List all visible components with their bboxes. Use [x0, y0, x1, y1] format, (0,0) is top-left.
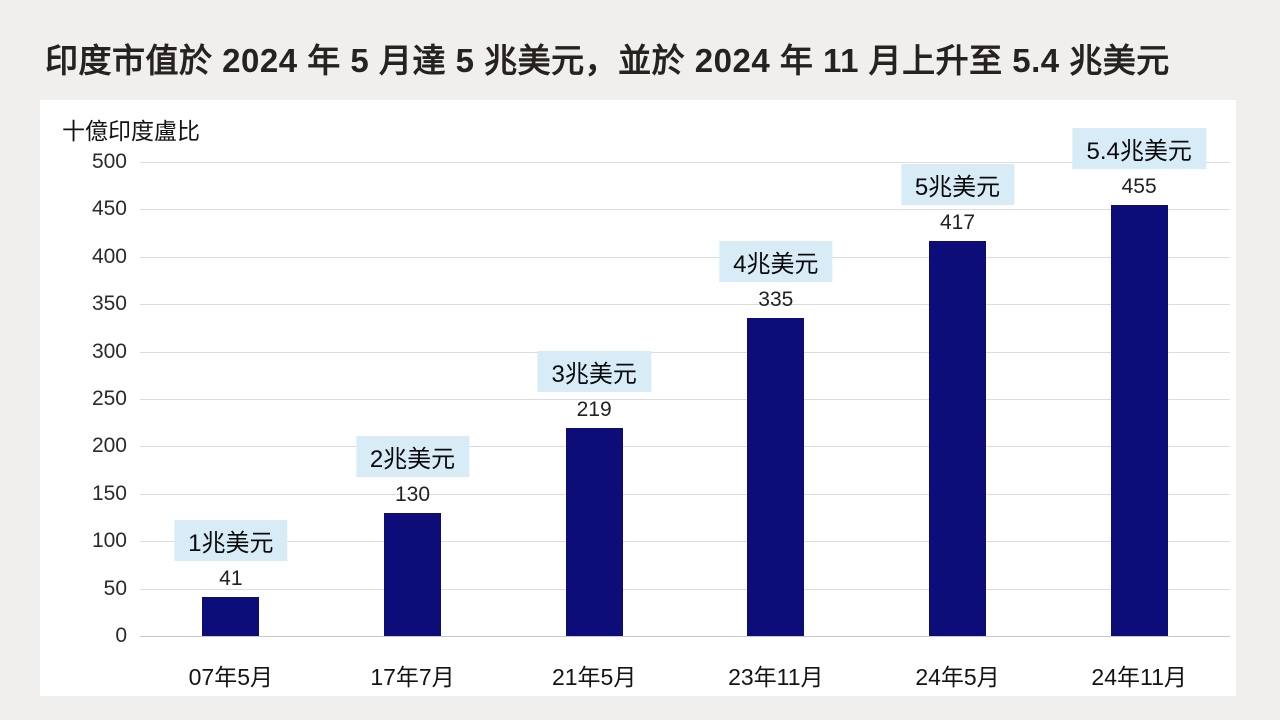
bar-value-label: 417 — [939, 210, 976, 234]
gridline — [140, 399, 1230, 400]
bar-annotation-badge: 5.4兆美元 — [1072, 127, 1206, 169]
y-tick-label: 200 — [91, 434, 127, 458]
y-tick-label: 350 — [91, 292, 127, 316]
y-tick-label: 0 — [115, 624, 127, 647]
y-tick-label: 100 — [91, 529, 127, 553]
bar — [747, 318, 805, 636]
y-tick-label: 500 — [91, 150, 127, 173]
bar — [1110, 204, 1168, 636]
gridline — [140, 162, 1230, 163]
y-tick-label: 250 — [91, 387, 127, 410]
x-tick-label: 24年5月 — [915, 664, 1000, 690]
chart-title: 印度市值於 2024 年 5 月達 5 兆美元，並於 2024 年 11 月上升… — [45, 42, 1170, 79]
chart-panel: 十億印度盧比 0 50 100 150 200 250 300 350 400 450 500 41 1… — [40, 100, 1236, 696]
bar — [202, 597, 260, 636]
gridline — [140, 588, 1230, 590]
y-axis-unit-label: 十億印度盧比 — [62, 118, 200, 144]
x-tick-label: 17年7月 — [370, 664, 455, 690]
y-tick-label: 50 — [103, 576, 127, 600]
y-tick-label: 400 — [91, 244, 127, 268]
gridline — [140, 541, 1230, 543]
bar-annotation-badge: 5兆美元 — [900, 163, 1015, 205]
gridline — [140, 446, 1230, 448]
bar-value-label: 219 — [576, 398, 612, 422]
gridline — [140, 256, 1230, 258]
bar-annotation-badge: 4兆美元 — [719, 241, 833, 283]
y-tick-label: 450 — [91, 197, 127, 221]
gridline — [140, 493, 1230, 495]
plot-area: 0 50 100 150 200 250 300 350 400 450 500 41 1兆美元 07年5… — [92, 127, 1230, 690]
bar — [565, 428, 623, 636]
bar — [929, 240, 986, 636]
gridline — [140, 304, 1230, 306]
gridline — [140, 351, 1230, 353]
x-tick-label: 07年5月 — [188, 664, 274, 690]
x-tick-label: 23年11月 — [728, 664, 824, 690]
x-tick-label: 21年5月 — [551, 664, 637, 690]
bar-value-label: 130 — [394, 482, 431, 506]
y-tick-label: 300 — [91, 339, 127, 363]
x-tick-label: 24年11月 — [1091, 664, 1187, 690]
bar-value-label: 455 — [1121, 174, 1157, 198]
gridline — [140, 209, 1230, 211]
bar-value-label: 335 — [758, 288, 794, 312]
bar-value-label: 41 — [219, 567, 243, 591]
bar-annotation-badge: 1兆美元 — [174, 520, 288, 562]
y-tick-label: 150 — [91, 481, 127, 505]
bar-annotation-badge: 3兆美元 — [537, 351, 651, 393]
x-axis-baseline — [140, 636, 1230, 637]
bar-annotation-badge: 2兆美元 — [355, 435, 470, 477]
bar — [384, 512, 441, 636]
